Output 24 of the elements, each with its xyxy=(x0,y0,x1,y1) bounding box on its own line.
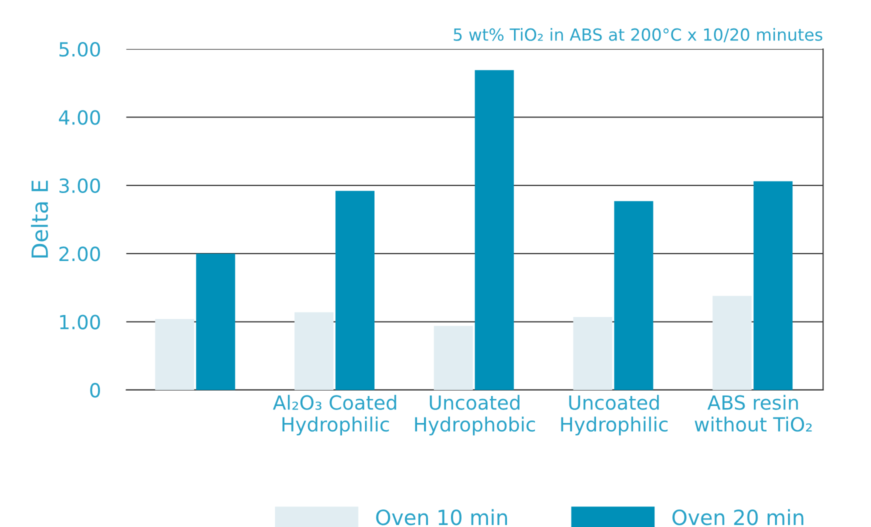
bar xyxy=(335,190,374,390)
chart-subtitle: 5 wt% TiO₂ in ABS at 200°C x 10/20 minutes xyxy=(454,28,822,42)
y-tick-label: 2.00 xyxy=(59,246,100,262)
legend-label: Oven 10 min xyxy=(376,509,507,526)
bar xyxy=(573,317,612,390)
y-tick-label: 3.00 xyxy=(59,178,100,194)
bar xyxy=(294,312,334,390)
bar xyxy=(614,201,654,390)
bar xyxy=(474,70,514,390)
bar xyxy=(155,319,194,390)
legend-label: Oven 20 min xyxy=(672,509,804,526)
x-tick-label: Uncoated Hydrophilic xyxy=(561,394,668,436)
x-tick-label: Al₂O₃ Coated Hydrophilic xyxy=(272,394,396,436)
x-tick-label: Uncoated Hydrophobic xyxy=(415,394,535,436)
y-tick-label: 0 xyxy=(90,382,100,398)
x-tick-label: ABS resin without TiO₂ xyxy=(694,394,812,432)
y-axis-title: Delta E xyxy=(30,180,48,258)
y-tick-label: 1.00 xyxy=(60,314,100,330)
bar xyxy=(712,296,752,390)
y-tick-label: 4.00 xyxy=(58,110,100,125)
y-tick-label: 5.00 xyxy=(60,42,100,57)
bar xyxy=(754,181,793,390)
bar xyxy=(196,254,236,390)
bar xyxy=(434,326,473,390)
